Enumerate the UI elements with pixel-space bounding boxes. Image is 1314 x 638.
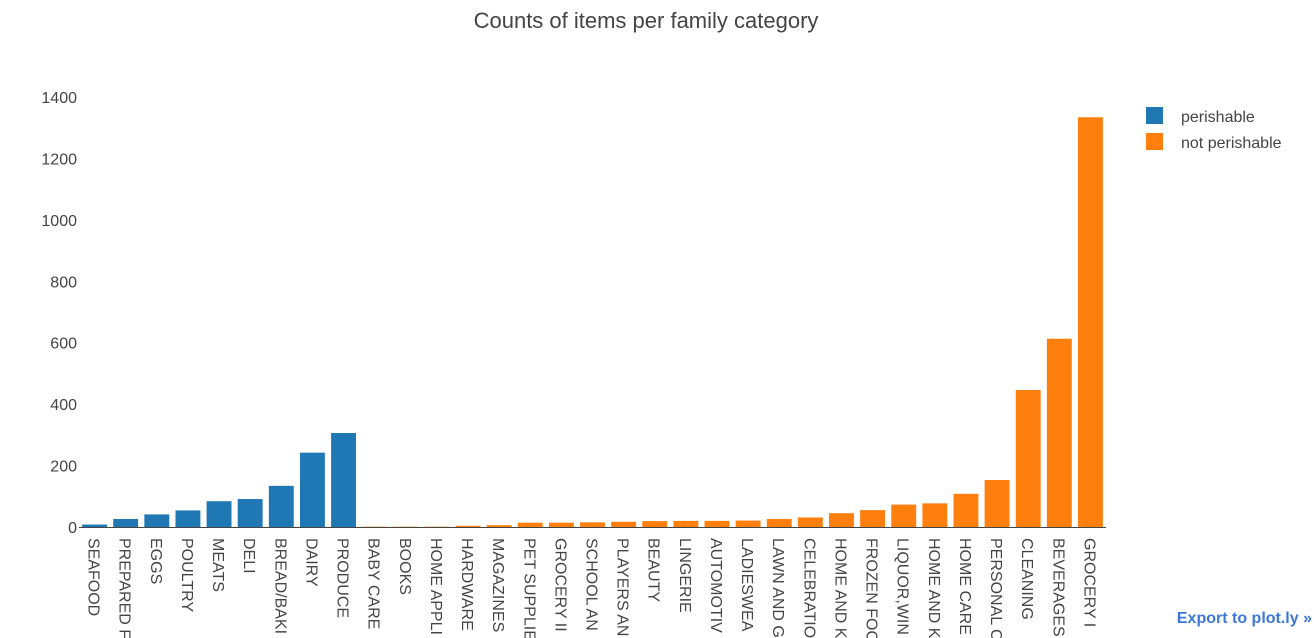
legend-label-not-perishable[interactable]: not perishable: [1181, 135, 1282, 152]
bar-beverages[interactable]: [1046, 338, 1072, 527]
y-tick-label: 800: [50, 274, 77, 291]
bar-home-and-kitchen-i[interactable]: [829, 513, 854, 527]
bar-ladieswear[interactable]: [735, 520, 761, 527]
x-tick-label: BREAD/BAKI: [271, 538, 288, 634]
bar-home-appliances[interactable]: [424, 526, 450, 528]
bar-produce[interactable]: [331, 433, 356, 527]
bar-home-and-kitchen-ii[interactable]: [922, 503, 948, 527]
x-tick-label: GROCERY I: [1080, 538, 1097, 627]
x-tick-label: BABY CARE: [365, 538, 382, 629]
legend-swatch-not-perishable[interactable]: [1146, 133, 1163, 150]
x-tick-label: LADIESWEA: [738, 538, 755, 632]
x-tick-label: GROCERY II: [551, 538, 568, 632]
x-tick-label: BOOKS: [396, 538, 413, 595]
export-to-plotly-link[interactable]: Export to plot.ly »: [1176, 610, 1312, 627]
chart-title: Counts of items per family category: [474, 8, 819, 33]
bar-cleaning[interactable]: [1015, 390, 1041, 527]
bar-dairy[interactable]: [299, 452, 325, 527]
x-tick-label: MEATS: [209, 538, 226, 592]
bar-lingerie[interactable]: [673, 520, 699, 527]
bar-frozen-foods[interactable]: [860, 510, 886, 527]
x-tick-label: LINGERIE: [676, 538, 693, 613]
x-tick-label: FROZEN FOO: [863, 538, 880, 638]
x-tick-label: PLAYERS AN: [614, 538, 631, 636]
x-tick-label: SCHOOL AN: [583, 538, 600, 631]
bar-hardware[interactable]: [455, 525, 481, 527]
x-tick-label: HOME APPLI: [427, 538, 444, 635]
x-tick-label: POULTRY: [178, 538, 195, 612]
x-tick-label: HOME AND K: [925, 538, 942, 638]
legend-label-perishable[interactable]: perishable: [1181, 109, 1255, 126]
y-axis: 0 200 400 600 800 1000 1200 1400: [41, 90, 77, 537]
y-tick-label: 1200: [41, 151, 77, 168]
x-tick-label: PET SUPPLIE: [520, 538, 537, 638]
x-tick-label: HOME CARE: [956, 538, 973, 635]
bar-deli[interactable]: [237, 499, 263, 527]
bar-lawn-and-garden[interactable]: [766, 519, 792, 527]
x-tick-label: CELEBRATIO: [800, 538, 817, 638]
x-tick-label: BEVERAGES: [1049, 538, 1066, 637]
bar-grocery-ii[interactable]: [548, 522, 574, 527]
y-tick-label: 1000: [41, 213, 77, 230]
bar-magazines[interactable]: [486, 525, 512, 527]
bar-celebration[interactable]: [797, 517, 823, 527]
bar-books[interactable]: [393, 526, 419, 528]
bar-liquor-wine-beer[interactable]: [891, 504, 917, 527]
x-tick-label: BEAUTY: [645, 538, 662, 602]
bar-prepared-foods[interactable]: [113, 519, 139, 527]
x-tick-label: PRODUCE: [334, 538, 351, 618]
bar-eggs[interactable]: [144, 514, 170, 527]
bar-beauty[interactable]: [642, 521, 668, 527]
x-axis: SEAFOOD PREPARED F EGGS POULTRY MEATS DELI BRE…: [85, 538, 1098, 638]
x-tick-label: PREPARED F: [116, 538, 133, 638]
bar-poultry[interactable]: [175, 510, 201, 527]
x-tick-label: LIQUOR,WIN: [894, 538, 911, 635]
x-tick-label: LAWN AND G: [769, 538, 786, 638]
x-tick-label: AUTOMOTIV: [707, 538, 724, 633]
bar-personal-care[interactable]: [984, 480, 1010, 527]
y-tick-label: 600: [50, 336, 77, 353]
bar-pet-supplies[interactable]: [517, 522, 543, 527]
y-tick-label: 1400: [41, 90, 77, 107]
x-tick-label: CLEANING: [1018, 538, 1035, 620]
y-tick-label: 400: [50, 397, 77, 414]
bar-school-and-office-supplies[interactable]: [580, 522, 605, 527]
bar-players-and-electronics[interactable]: [611, 521, 637, 527]
bars: [82, 117, 1103, 528]
y-tick-label: 0: [68, 520, 77, 537]
bar-meats[interactable]: [206, 501, 232, 527]
x-tick-label: DAIRY: [302, 538, 319, 587]
x-tick-label: EGGS: [147, 538, 164, 584]
bar-seafood[interactable]: [82, 524, 108, 527]
bar-home-care[interactable]: [953, 493, 979, 527]
bar-automotive[interactable]: [704, 520, 730, 527]
bar-baby-care[interactable]: [362, 526, 388, 528]
x-tick-label: DELI: [240, 538, 257, 574]
bar-grocery-i[interactable]: [1077, 117, 1103, 528]
y-tick-label: 200: [50, 459, 77, 476]
x-tick-label: PERSONAL C: [987, 538, 1004, 638]
x-tick-label: HARDWARE: [458, 538, 475, 631]
legend[interactable]: perishable not perishable: [1146, 107, 1282, 152]
x-tick-label: MAGAZINES: [489, 538, 506, 632]
bar-bread-bakery[interactable]: [268, 485, 294, 527]
legend-swatch-perishable[interactable]: [1146, 107, 1163, 124]
x-tick-label: SEAFOOD: [85, 538, 102, 616]
x-tick-label: HOME AND K: [831, 538, 848, 638]
